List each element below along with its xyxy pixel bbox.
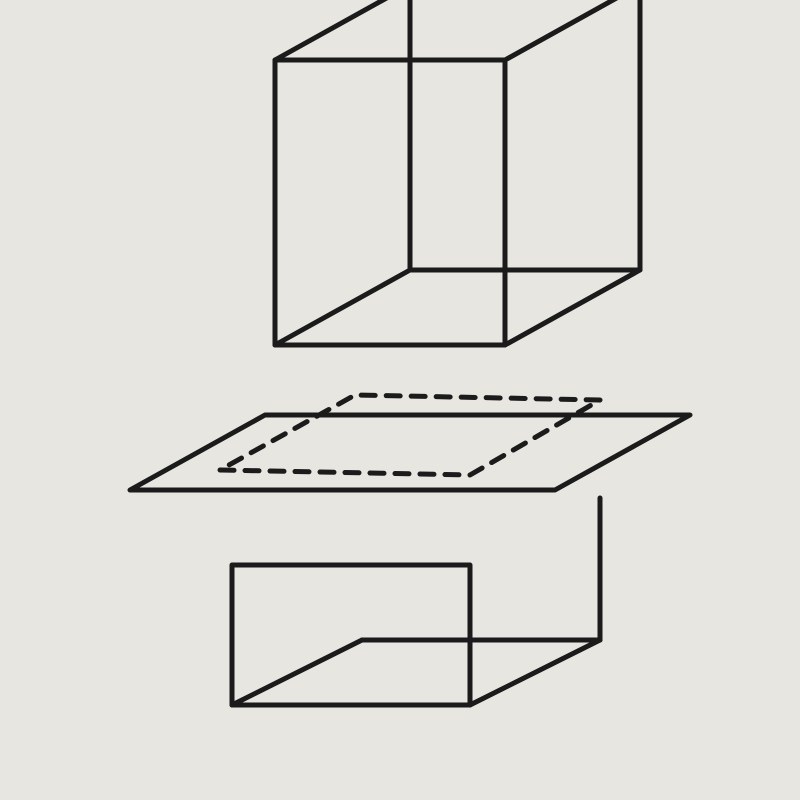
background (0, 0, 800, 800)
wireframe-diagram (0, 0, 800, 800)
